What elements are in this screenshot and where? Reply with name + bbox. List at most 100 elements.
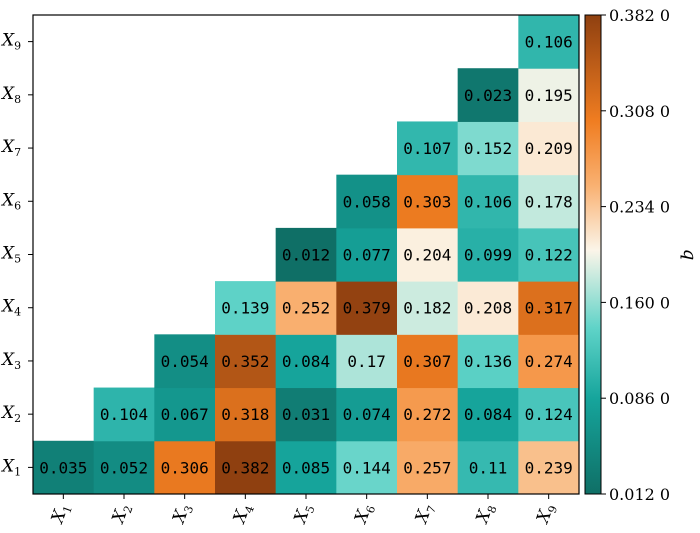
cell-value-label: 0.085: [282, 458, 330, 477]
cell-value-label: 0.204: [403, 246, 451, 265]
cell-value-label: 0.274: [525, 352, 573, 371]
heatmap-cell: [275, 227, 337, 282]
heatmap-cell: [457, 281, 519, 335]
cell-value-label: 0.023: [464, 86, 512, 105]
heatmap-cell: [336, 440, 398, 495]
heatmap-cell: [457, 121, 519, 176]
colorbar-label: q: [679, 249, 700, 261]
heatmap-cell: [397, 121, 459, 176]
cell-value-label: 0.152: [464, 139, 512, 158]
cell-value-label: 0.252: [282, 299, 330, 318]
cell-value-label: 0.106: [525, 33, 573, 52]
cell-value-label: 0.178: [525, 192, 573, 211]
heatmap-cell: [275, 440, 337, 495]
heatmap-cell: [397, 227, 459, 282]
colorbar-tick-label: 0.086 0: [609, 389, 670, 408]
heatmap-cell: [518, 387, 580, 442]
heatmap-cell: [457, 174, 519, 229]
heatmap-cell: [336, 227, 398, 282]
x-tick-label: X5: [290, 501, 318, 528]
cell-value-label: 0.122: [525, 246, 573, 265]
y-tick-label: X8: [0, 84, 21, 106]
x-tick-label: X4: [229, 501, 257, 528]
x-tick-label: X3: [168, 501, 196, 528]
cell-value-label: 0.106: [464, 192, 512, 211]
heatmap-cell: [457, 387, 519, 442]
cell-value-label: 0.272: [403, 405, 451, 424]
cell-value-label: 0.067: [161, 405, 209, 424]
heatmap-cell: [518, 121, 580, 176]
colorbar-gradient: [584, 14, 602, 495]
y-tick-label: X1: [0, 456, 21, 478]
heatmap-cell: [518, 68, 580, 122]
cell-value-label: 0.012: [282, 246, 330, 265]
colorbar-tick-label: 0.234 0: [609, 198, 670, 217]
y-tick-label: X5: [0, 244, 21, 266]
cell-value-label: 0.352: [221, 352, 269, 371]
heatmap-cell: [215, 440, 277, 495]
heatmap-cell: [457, 334, 519, 389]
heatmap-cell: [93, 440, 155, 495]
y-tick-label: X4: [0, 297, 21, 319]
heatmap-cell-labels: 0.035 0.052 0.306 0.382 0.085 0.144 0.257 0.11 0…: [39, 33, 573, 478]
heatmap-cell: [457, 227, 519, 282]
heatmap-cell: [518, 174, 580, 229]
x-tick-label: X9: [532, 501, 560, 528]
heatmap-cell: [518, 334, 580, 389]
heatmap-cell: [336, 174, 398, 229]
y-tick-label: X6: [0, 190, 21, 212]
y-tick-label: X7: [0, 137, 21, 159]
cell-value-label: 0.054: [161, 352, 209, 371]
cell-value-label: 0.077: [343, 246, 391, 265]
x-tick-label: X2: [108, 501, 136, 528]
cell-value-label: 0.084: [282, 352, 330, 371]
heatmap-cell: [336, 387, 398, 442]
heatmap-cell: [154, 334, 216, 389]
cell-value-label: 0.031: [282, 405, 330, 424]
heatmap-cell: [397, 281, 459, 335]
x-axis: X1 X2 X3 X4 X5 X6 X7 X8 X9: [47, 494, 560, 528]
heatmap-cell: [457, 68, 519, 122]
cell-value-label: 0.058: [343, 192, 391, 211]
cell-value-label: 0.303: [403, 192, 451, 211]
x-tick-label: X7: [411, 501, 439, 528]
y-tick-label: X2: [0, 403, 21, 425]
cell-value-label: 0.306: [161, 458, 209, 477]
cell-value-label: 0.136: [464, 352, 512, 371]
heatmap-cell: [397, 387, 459, 442]
cell-value-label: 0.318: [221, 405, 269, 424]
heatmap-cell: [397, 440, 459, 495]
cell-value-label: 0.195: [525, 86, 573, 105]
cell-value-label: 0.307: [403, 352, 451, 371]
cell-value-label: 0.382: [221, 458, 269, 477]
cell-value-label: 0.084: [464, 405, 512, 424]
y-tick-label: X3: [0, 350, 21, 372]
y-axis: X1 X2 X3 X4 X5 X6 X7 X8 X9: [0, 31, 33, 478]
heatmap-cell: [275, 387, 337, 442]
colorbar-tick-label: 0.160 0: [609, 293, 670, 312]
cell-value-label: 0.104: [100, 405, 148, 424]
x-tick-label: X8: [472, 501, 500, 528]
cell-value-label: 0.052: [100, 458, 148, 477]
heatmap-cell: [336, 281, 398, 335]
heatmap-cell: [457, 440, 519, 495]
colorbar-tick-label: 0.012 0: [609, 485, 670, 504]
heatmap-cell: [518, 227, 580, 282]
heatmap-cell: [154, 387, 216, 442]
cell-value-label: 0.144: [343, 458, 391, 477]
heatmap-cell: [33, 440, 95, 495]
heatmap-cell: [154, 440, 216, 495]
heatmap-cell: [336, 334, 398, 389]
cell-value-label: 0.099: [464, 246, 512, 265]
cell-value-label: 0.208: [464, 299, 512, 318]
heatmap-cell: [518, 15, 580, 69]
colorbar-tick-label: 0.308 0: [609, 102, 670, 121]
cell-value-label: 0.17: [347, 352, 386, 371]
cell-value-label: 0.379: [343, 299, 391, 318]
cell-value-label: 0.209: [525, 139, 573, 158]
cell-value-label: 0.11: [469, 458, 508, 477]
y-tick-label: X9: [0, 31, 21, 53]
cell-value-label: 0.139: [221, 299, 269, 318]
cell-value-label: 0.182: [403, 299, 451, 318]
